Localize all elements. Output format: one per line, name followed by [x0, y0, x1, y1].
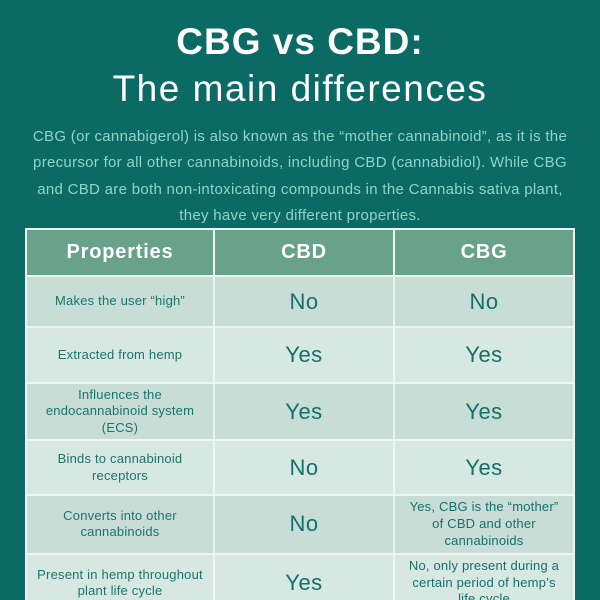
intro-paragraph: CBG (or cannabigerol) is also known as t… — [32, 128, 568, 225]
cbg-value-cell: Yes — [395, 328, 573, 382]
property-cell: Makes the user “high” — [27, 277, 213, 326]
cbg-value-cell: No, only present during a certain period… — [395, 554, 573, 600]
property-cell: Present in hemp throughout plant life cy… — [27, 554, 213, 600]
cbg-value-cell: No — [395, 277, 573, 326]
property-cell: Binds to cannabinoid receptors — [27, 441, 213, 494]
table-row: Influences the endocannabinoid system (E… — [27, 384, 573, 439]
table-row: Present in hemp throughout plant life cy… — [27, 554, 573, 600]
comparison-table: Properties CBD CBG Makes the user “high”… — [25, 228, 575, 600]
cbd-value-cell: No — [215, 441, 393, 494]
cbd-value-cell: Yes — [215, 328, 393, 382]
cbd-value-cell: Yes — [215, 384, 393, 439]
title-line-1: CBG vs CBD: — [176, 21, 424, 62]
cbg-value-cell: Yes, CBG is the “mother” of CBD and othe… — [395, 496, 573, 553]
cbg-value-cell: Yes — [395, 441, 573, 494]
column-header-cbg: CBG — [395, 230, 573, 275]
header-row: Properties CBD CBG — [27, 230, 573, 275]
column-header-cbd: CBD — [215, 230, 393, 275]
table-row: Extracted from hemp Yes Yes — [27, 328, 573, 382]
comparison-table-container: Properties CBD CBG Makes the user “high”… — [25, 228, 575, 600]
page-title: CBG vs CBD: The main differences — [0, 21, 600, 110]
table-row: Binds to cannabinoid receptors No Yes — [27, 441, 573, 494]
column-header-properties: Properties — [27, 230, 213, 275]
property-cell: Extracted from hemp — [27, 328, 213, 382]
cbd-value-cell: No — [215, 496, 393, 553]
title-line-2: The main differences — [112, 67, 488, 109]
table-row: Makes the user “high” No No — [27, 277, 573, 326]
cbg-value-cell: Yes — [395, 384, 573, 439]
table-row: Converts into other cannabinoids No Yes,… — [27, 496, 573, 553]
cbd-value-cell: Yes — [215, 554, 393, 600]
cbd-value-cell: No — [215, 277, 393, 326]
property-cell: Converts into other cannabinoids — [27, 496, 213, 553]
property-cell: Influences the endocannabinoid system (E… — [27, 384, 213, 439]
